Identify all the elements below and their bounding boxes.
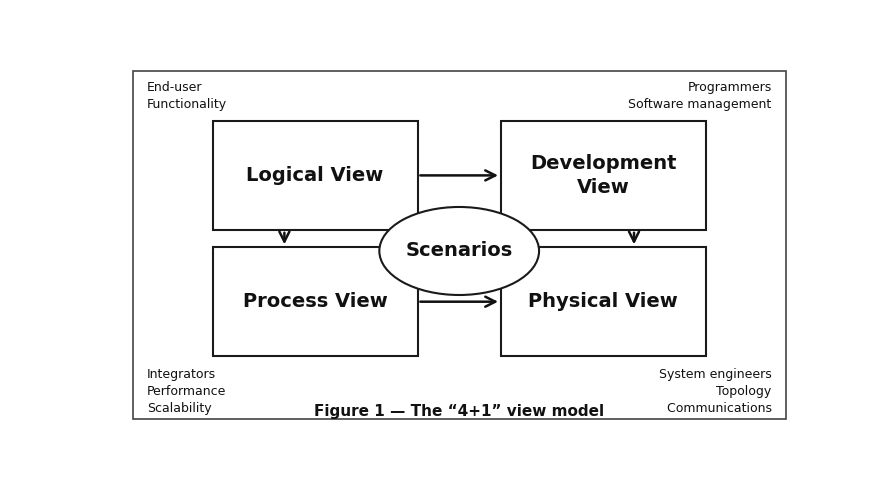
- Text: Logical View: Logical View: [246, 166, 383, 185]
- Text: Process View: Process View: [243, 292, 387, 311]
- Bar: [212, 247, 418, 356]
- Text: Integrators
Performance
Scalability: Integrators Performance Scalability: [147, 368, 226, 414]
- Text: Figure 1 — The “4+1” view model: Figure 1 — The “4+1” view model: [314, 404, 604, 419]
- Text: End-user
Functionality: End-user Functionality: [147, 81, 227, 111]
- Text: System engineers
    Topology
  Communications: System engineers Topology Communications: [659, 368, 771, 414]
- Bar: [501, 121, 706, 230]
- Text: Programmers
Software management: Programmers Software management: [628, 81, 771, 111]
- Text: Scenarios: Scenarios: [406, 242, 513, 260]
- Ellipse shape: [379, 207, 539, 295]
- Bar: [501, 247, 706, 356]
- Text: Physical View: Physical View: [529, 292, 678, 311]
- Text: Development
View: Development View: [530, 154, 676, 197]
- Bar: [212, 121, 418, 230]
